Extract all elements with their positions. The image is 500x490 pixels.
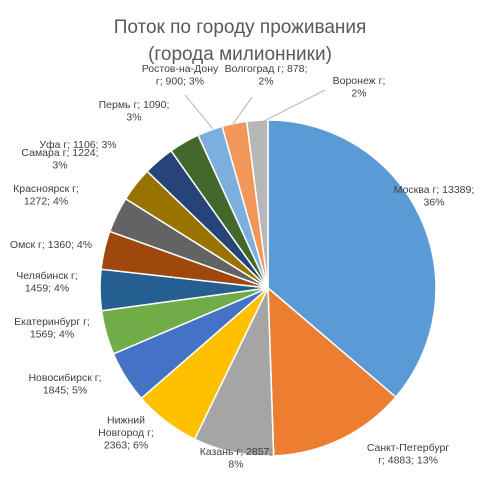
data-label-8: Красноярск г; 1272; 4% xyxy=(13,183,79,208)
data-label-line: Челябинск г; xyxy=(16,270,78,282)
data-label-10: Уфа г; 1106; 3% xyxy=(39,139,116,151)
leader-line-14 xyxy=(261,89,326,123)
data-label-line: 3% xyxy=(126,111,141,123)
data-label-line: 1459; 4% xyxy=(25,282,69,294)
data-label-line: Волгоград г; 878; xyxy=(225,63,308,75)
leader-line-12 xyxy=(184,94,214,130)
data-label-9: Самара г; 1224; 3% xyxy=(21,147,98,172)
data-label-line: 8% xyxy=(228,458,243,470)
data-label-line: г; 4883; 13% xyxy=(378,454,438,466)
data-label-line: 3% xyxy=(52,159,67,171)
data-label-6: Челябинск г; 1459; 4% xyxy=(16,270,78,295)
data-label-line: Уфа г; 1106; 3% xyxy=(39,139,116,151)
data-label-11: Пермь г; 1090; 3% xyxy=(99,99,170,124)
data-label-line: Казань г; 2857; xyxy=(200,446,273,458)
data-label-line: 1569; 4% xyxy=(30,328,74,340)
data-label-line: 36% xyxy=(423,196,444,208)
data-label-2: Казань г; 2857; 8% xyxy=(200,446,273,471)
chart-title: Поток по городу проживания (города милио… xyxy=(0,14,480,68)
data-label-line: 2363; 6% xyxy=(104,440,148,452)
data-label-line: Пермь г; 1090; xyxy=(99,99,170,111)
leader-line-13 xyxy=(232,96,253,125)
data-label-line: г; 900; 3% xyxy=(156,75,204,87)
data-label-line: Самара г; 1224; xyxy=(21,147,98,159)
data-label-line: 2% xyxy=(351,87,366,99)
chart-title-line-2: (города милионники) xyxy=(148,44,332,65)
data-label-line: Санкт-Петербург xyxy=(367,442,450,454)
data-label-1: Санкт-Петербург г; 4883; 13% xyxy=(367,442,450,467)
data-label-line: Новгород г; xyxy=(98,427,154,439)
data-label-5: Екатеринбург г; 1569; 4% xyxy=(14,316,90,341)
data-label-line: Нижний xyxy=(107,415,145,427)
data-label-line: Омск г; 1360; 4% xyxy=(10,239,92,251)
data-label-line: 1845; 5% xyxy=(43,384,87,396)
data-label-0: Москва г; 13389; 36% xyxy=(394,184,475,209)
data-label-line: Новосибирск г; xyxy=(28,372,101,384)
data-label-7: Омск г; 1360; 4% xyxy=(10,239,92,251)
pie-slice-14 xyxy=(245,119,269,289)
data-label-13: Волгоград г; 878; 2% xyxy=(225,63,308,88)
data-label-line: Красноярск г; xyxy=(13,183,79,195)
data-label-line: Москва г; 13389; xyxy=(394,184,475,196)
pie-slice-0 xyxy=(267,119,437,399)
data-label-line: 1272; 4% xyxy=(24,195,68,207)
data-label-4: Новосибирск г; 1845; 5% xyxy=(28,372,101,397)
pie-slice-1 xyxy=(267,286,397,457)
data-label-14: Воронеж г; 2% xyxy=(333,75,386,100)
data-label-12: Ростов-на-Дону г; 900; 3% xyxy=(142,63,219,88)
data-label-line: Ростов-на-Дону xyxy=(142,63,219,75)
data-label-line: Екатеринбург г; xyxy=(14,316,90,328)
chart-title-line-1: Поток по городу проживания xyxy=(113,17,367,38)
data-label-line: 2% xyxy=(258,75,273,87)
data-label-line: Воронеж г; xyxy=(333,75,386,87)
data-label-3: Нижний Новгород г; 2363; 6% xyxy=(98,415,154,452)
